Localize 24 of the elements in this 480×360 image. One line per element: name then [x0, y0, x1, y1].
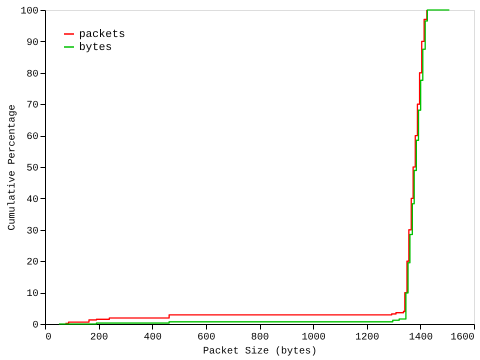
x-tick-label: 1000	[302, 332, 326, 344]
y-axis-title: Cumulative Percentage	[6, 104, 18, 231]
y-tick-label: 40	[26, 194, 38, 206]
y-tick-label: 30	[26, 226, 38, 238]
y-tick-label: 50	[26, 164, 38, 174]
x-tick-label: 600	[197, 332, 216, 344]
legend-label: packets	[79, 29, 126, 41]
y-tick-label: 0	[32, 320, 38, 332]
y-tick-label: 20	[26, 258, 38, 269]
x-tick-label: 1200	[355, 332, 380, 344]
y-tick-label: 90	[26, 38, 38, 49]
y-tick-label: 100	[20, 6, 38, 18]
y-tick-label: 80	[26, 69, 38, 80]
x-tick-label: 200	[90, 332, 108, 344]
y-tick-label: 60	[26, 132, 38, 144]
x-tick-label: 400	[144, 332, 162, 344]
x-axis-title: Packet Size (bytes)	[202, 346, 318, 358]
legend-label: bytes	[79, 42, 112, 54]
x-tick-label: 1400	[408, 332, 433, 344]
y-tick-label: 70	[26, 100, 38, 112]
x-tick-label: 800	[250, 332, 270, 344]
y-tick-label: 10	[26, 289, 38, 300]
x-tick-label: 0	[46, 332, 52, 344]
x-tick-label: 1600	[450, 332, 474, 344]
